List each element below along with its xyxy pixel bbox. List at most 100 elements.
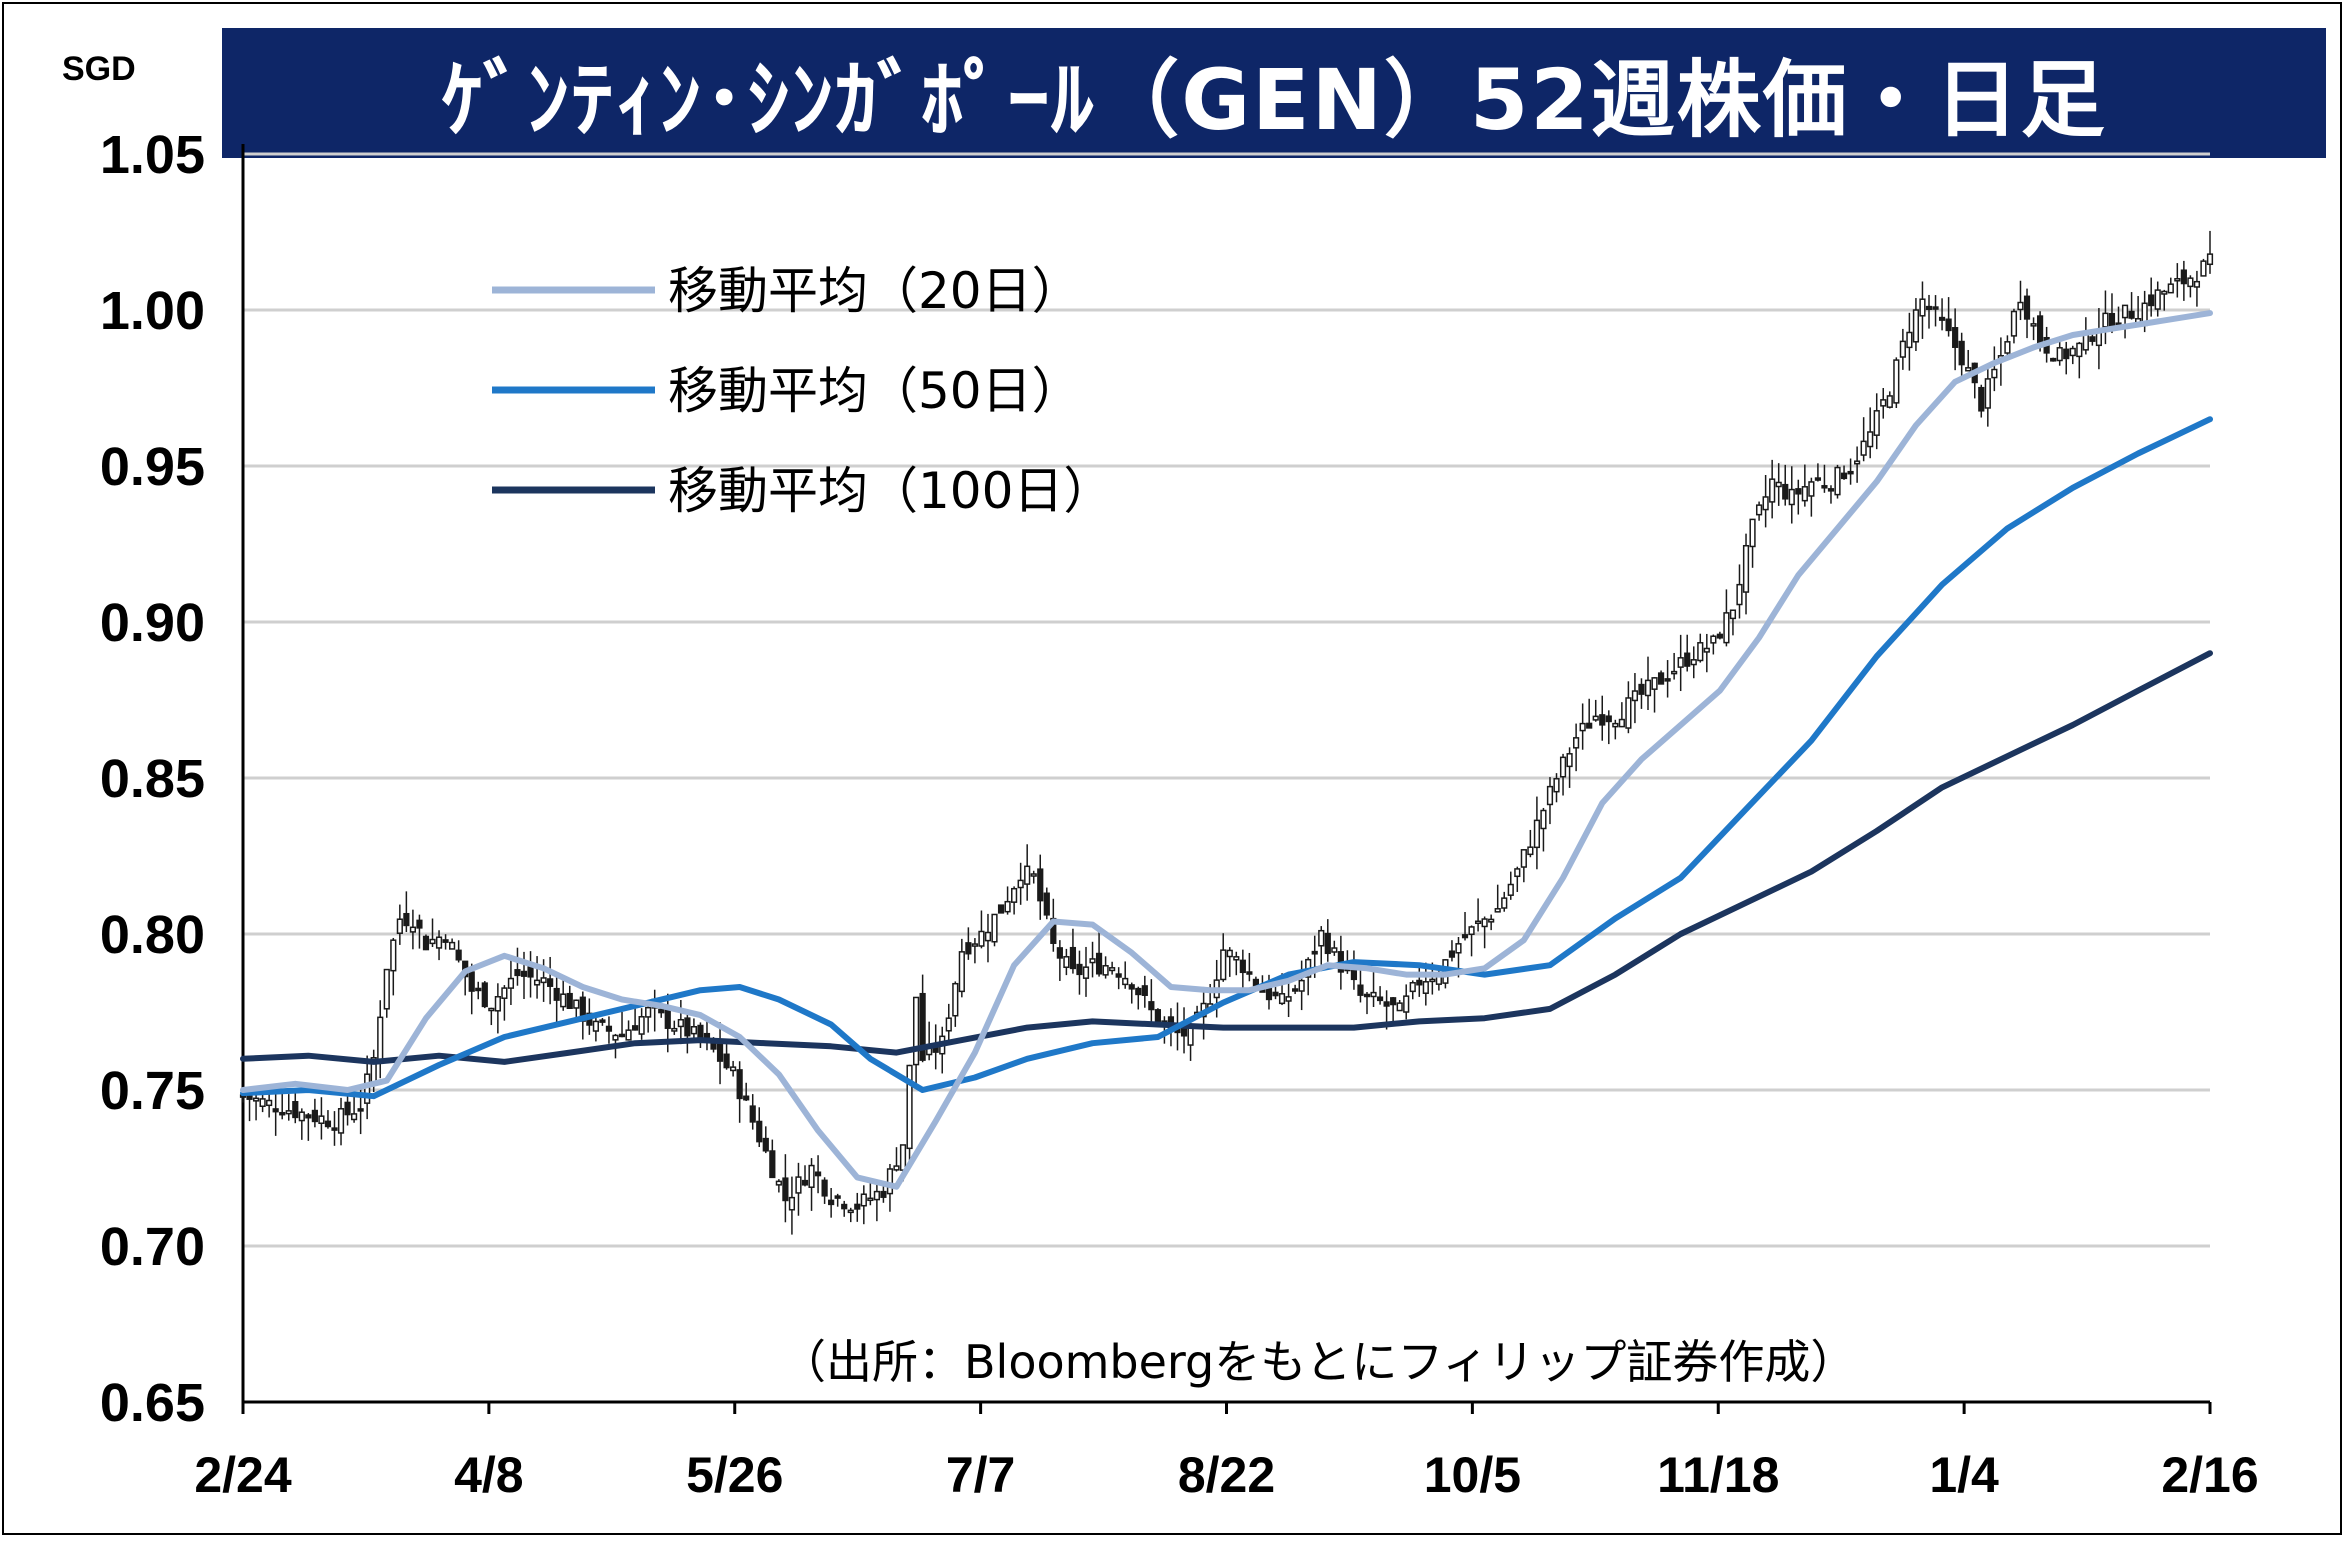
candlestick — [1971, 362, 1978, 399]
candlestick — [1801, 464, 1808, 507]
candle-body — [965, 942, 972, 955]
y-tick-label: 1.05 — [100, 125, 205, 185]
legend-ma50-label: 移動平均（50日） — [668, 362, 1082, 420]
candle-body — [429, 938, 436, 945]
candlestick — [631, 1004, 639, 1031]
candlestick — [1586, 698, 1593, 729]
candle-body — [1318, 929, 1325, 947]
candlestick — [1109, 961, 1116, 975]
candlestick — [1690, 646, 1697, 679]
candlestick — [1514, 866, 1521, 892]
candlestick — [1298, 960, 1305, 1011]
candle-body — [1324, 932, 1331, 955]
candle-body — [1331, 947, 1338, 953]
candlestick — [801, 1165, 809, 1187]
candle-body — [1390, 997, 1397, 1006]
candlestick — [527, 951, 534, 998]
candlestick — [1494, 884, 1501, 913]
candlestick — [1082, 946, 1090, 997]
candle-body — [2167, 283, 2174, 294]
y-tick-label: 0.85 — [100, 749, 205, 809]
candlestick — [305, 1113, 312, 1141]
candle-body — [1527, 846, 1534, 856]
candlestick — [1638, 678, 1645, 709]
candlestick — [1403, 984, 1410, 1020]
candle-body — [1448, 950, 1456, 958]
candle-body — [390, 939, 397, 972]
candle-body — [1893, 359, 1900, 404]
candle-body — [730, 1066, 737, 1072]
candle-body — [1024, 865, 1031, 885]
candle-body — [259, 1098, 266, 1107]
candle-body — [272, 1108, 279, 1113]
candle-body — [1422, 981, 1429, 994]
candle-body — [618, 1033, 626, 1038]
candlestick — [475, 981, 482, 1000]
candle-body — [1703, 647, 1710, 653]
candlestick — [1409, 980, 1416, 1000]
candle-body — [1540, 809, 1547, 830]
candle-body — [2089, 336, 2096, 342]
candlestick — [429, 918, 436, 948]
candlestick — [1004, 886, 1011, 915]
candle-body — [886, 1168, 894, 1195]
candlestick — [991, 913, 998, 947]
candlestick — [252, 1091, 260, 1121]
candlestick — [2076, 341, 2083, 379]
candle-body — [873, 1190, 880, 1201]
candlestick — [1069, 928, 1077, 974]
candle-body — [1671, 670, 1678, 675]
candlestick — [1579, 703, 1586, 750]
candlestick — [1292, 984, 1299, 995]
candlestick — [1024, 844, 1031, 901]
candlestick — [573, 999, 580, 1018]
candlestick — [1011, 886, 1018, 915]
candle-body — [1978, 386, 1985, 412]
candlestick — [795, 1162, 802, 1216]
candlestick — [756, 1107, 763, 1147]
candlestick — [808, 1158, 815, 1211]
candle-body — [331, 1127, 338, 1131]
candlestick — [1697, 633, 1704, 663]
candlestick — [390, 937, 397, 996]
candle-body — [1128, 984, 1135, 990]
candlestick — [1363, 992, 1371, 1015]
candlestick — [873, 1180, 880, 1222]
y-tick-label: 0.95 — [100, 437, 205, 497]
candle-body — [2128, 310, 2135, 319]
candlestick — [1945, 297, 1952, 337]
candle-body — [409, 926, 417, 933]
candlestick — [1030, 870, 1037, 884]
candle-body — [958, 951, 965, 993]
candlestick — [1906, 312, 1913, 371]
candle-body — [1115, 973, 1122, 978]
candle-body — [305, 1114, 312, 1119]
x-tick-label: 2/24 — [194, 1447, 292, 1503]
candle-body — [1638, 683, 1645, 695]
candlestick — [743, 1082, 750, 1102]
candlestick — [1867, 407, 1874, 459]
candle-body — [1867, 431, 1874, 448]
candle-body — [1788, 488, 1795, 506]
candlestick — [769, 1139, 776, 1179]
candle-body — [422, 935, 430, 951]
gridlines — [241, 144, 2210, 1404]
candlestick — [860, 1185, 867, 1225]
candlestick — [599, 1018, 606, 1026]
candlestick — [625, 1020, 632, 1041]
candle-body — [514, 969, 521, 977]
candlestick — [788, 1176, 796, 1235]
candlestick — [1141, 975, 1148, 1008]
y-tick-label: 0.75 — [100, 1061, 205, 1121]
candle-body — [2102, 312, 2109, 328]
candle-body — [1854, 460, 1861, 465]
candle-body — [553, 987, 560, 1001]
candle-body — [1122, 977, 1129, 986]
candle-body — [1749, 518, 1756, 548]
candle-body — [1762, 496, 1769, 511]
candlestick — [2030, 317, 2037, 341]
candle-body — [350, 1113, 358, 1121]
candle-body — [488, 1007, 495, 1012]
candlestick — [435, 930, 443, 961]
candlestick — [2050, 357, 2057, 362]
